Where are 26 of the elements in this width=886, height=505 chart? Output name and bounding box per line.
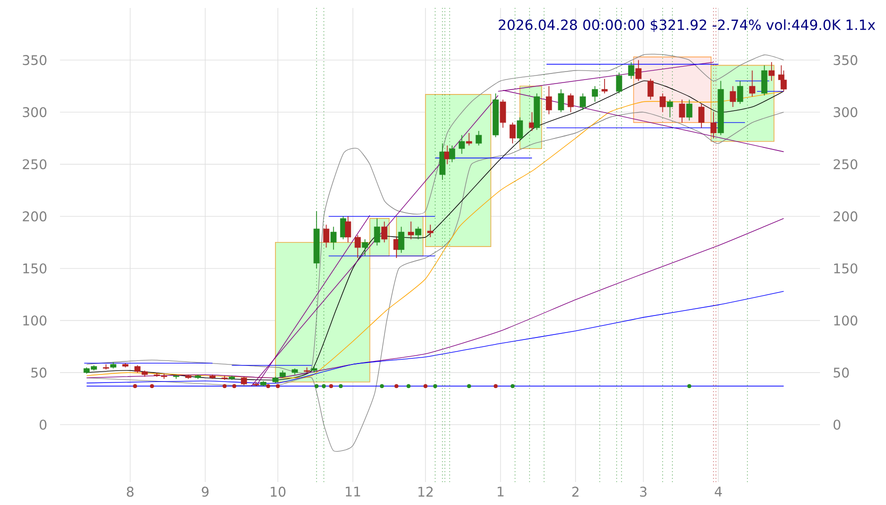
x-tick-label: 11 [346, 486, 360, 496]
x-tick-label: 12 [418, 486, 433, 497]
y-tick-label: 50 [31, 368, 46, 378]
y-tick-label: 200 [22, 211, 46, 222]
y2-tick-label: 200 [834, 211, 858, 222]
y-tick-label: 300 [22, 107, 46, 118]
x-tick-label: 1 [498, 486, 504, 496]
y-tick-label: 250 [22, 159, 46, 170]
y2-tick-label: 50 [834, 368, 849, 378]
y2-tick-label: 250 [834, 159, 858, 170]
y2-tick-label: 150 [834, 263, 858, 274]
y-tick-label: 100 [23, 315, 46, 326]
y2-tick-label: 0 [834, 420, 840, 430]
text: 2026.04.28 00:00:00 $321.92 -2.74% vol:449.0K 1.1x [498, 19, 876, 32]
x-tick-label: 3 [640, 486, 646, 497]
x-tick-label: 9 [202, 486, 209, 497]
y2-tick-label: 350 [834, 55, 858, 66]
y-tick-label: 0 [40, 420, 46, 430]
y2-tick-label: 300 [834, 107, 858, 118]
y2-tick-label: 100 [834, 315, 858, 326]
x-tick-label: 10 [270, 486, 286, 497]
x-tick-label: 4 [714, 486, 722, 496]
x-tick-label: 2 [572, 486, 578, 497]
y-tick-label: 150 [23, 263, 46, 274]
y-tick-label: 350 [22, 55, 46, 66]
x-tick-label: 8 [126, 486, 134, 497]
